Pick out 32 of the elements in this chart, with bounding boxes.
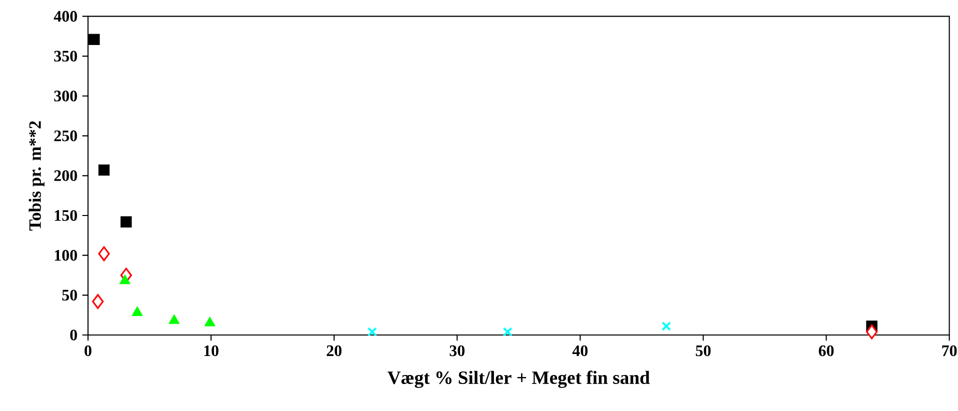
x-tick-label: 20 bbox=[326, 345, 342, 356]
point bbox=[662, 321, 672, 331]
y-tick-label: 250 bbox=[54, 130, 77, 142]
x-tick-label: 70 bbox=[942, 345, 957, 356]
point bbox=[866, 324, 878, 340]
y-tick-label: 50 bbox=[62, 290, 77, 301]
point bbox=[92, 294, 104, 309]
x-tick-label: 50 bbox=[696, 345, 711, 356]
y-axis-title: Tobis pr. m**2 bbox=[28, 121, 44, 231]
y-tick-label: 100 bbox=[54, 250, 77, 261]
y-tick-label: 150 bbox=[54, 210, 77, 221]
point bbox=[88, 34, 100, 46]
y-tick-label: 350 bbox=[54, 50, 77, 62]
x-tick-label: 30 bbox=[450, 345, 465, 356]
x-tick-label: 0 bbox=[84, 345, 92, 356]
point bbox=[98, 164, 110, 176]
point bbox=[120, 216, 132, 228]
x-tick-label: 10 bbox=[204, 345, 218, 356]
x-axis-title: Vægt % Silt/ler + Meget fin sand bbox=[388, 370, 650, 388]
point bbox=[367, 327, 378, 337]
point bbox=[204, 316, 216, 326]
y-tick-label: 300 bbox=[54, 90, 77, 102]
x-tick-label: 40 bbox=[572, 345, 588, 356]
y-tick-label: 0 bbox=[70, 330, 77, 340]
point bbox=[119, 274, 130, 284]
y-tick-label: 400 bbox=[54, 10, 77, 22]
y-tick-label: 200 bbox=[54, 170, 77, 182]
point bbox=[98, 246, 110, 262]
point bbox=[502, 327, 512, 337]
point bbox=[132, 306, 143, 316]
x-tick-label: 60 bbox=[818, 345, 834, 356]
point bbox=[168, 314, 180, 324]
